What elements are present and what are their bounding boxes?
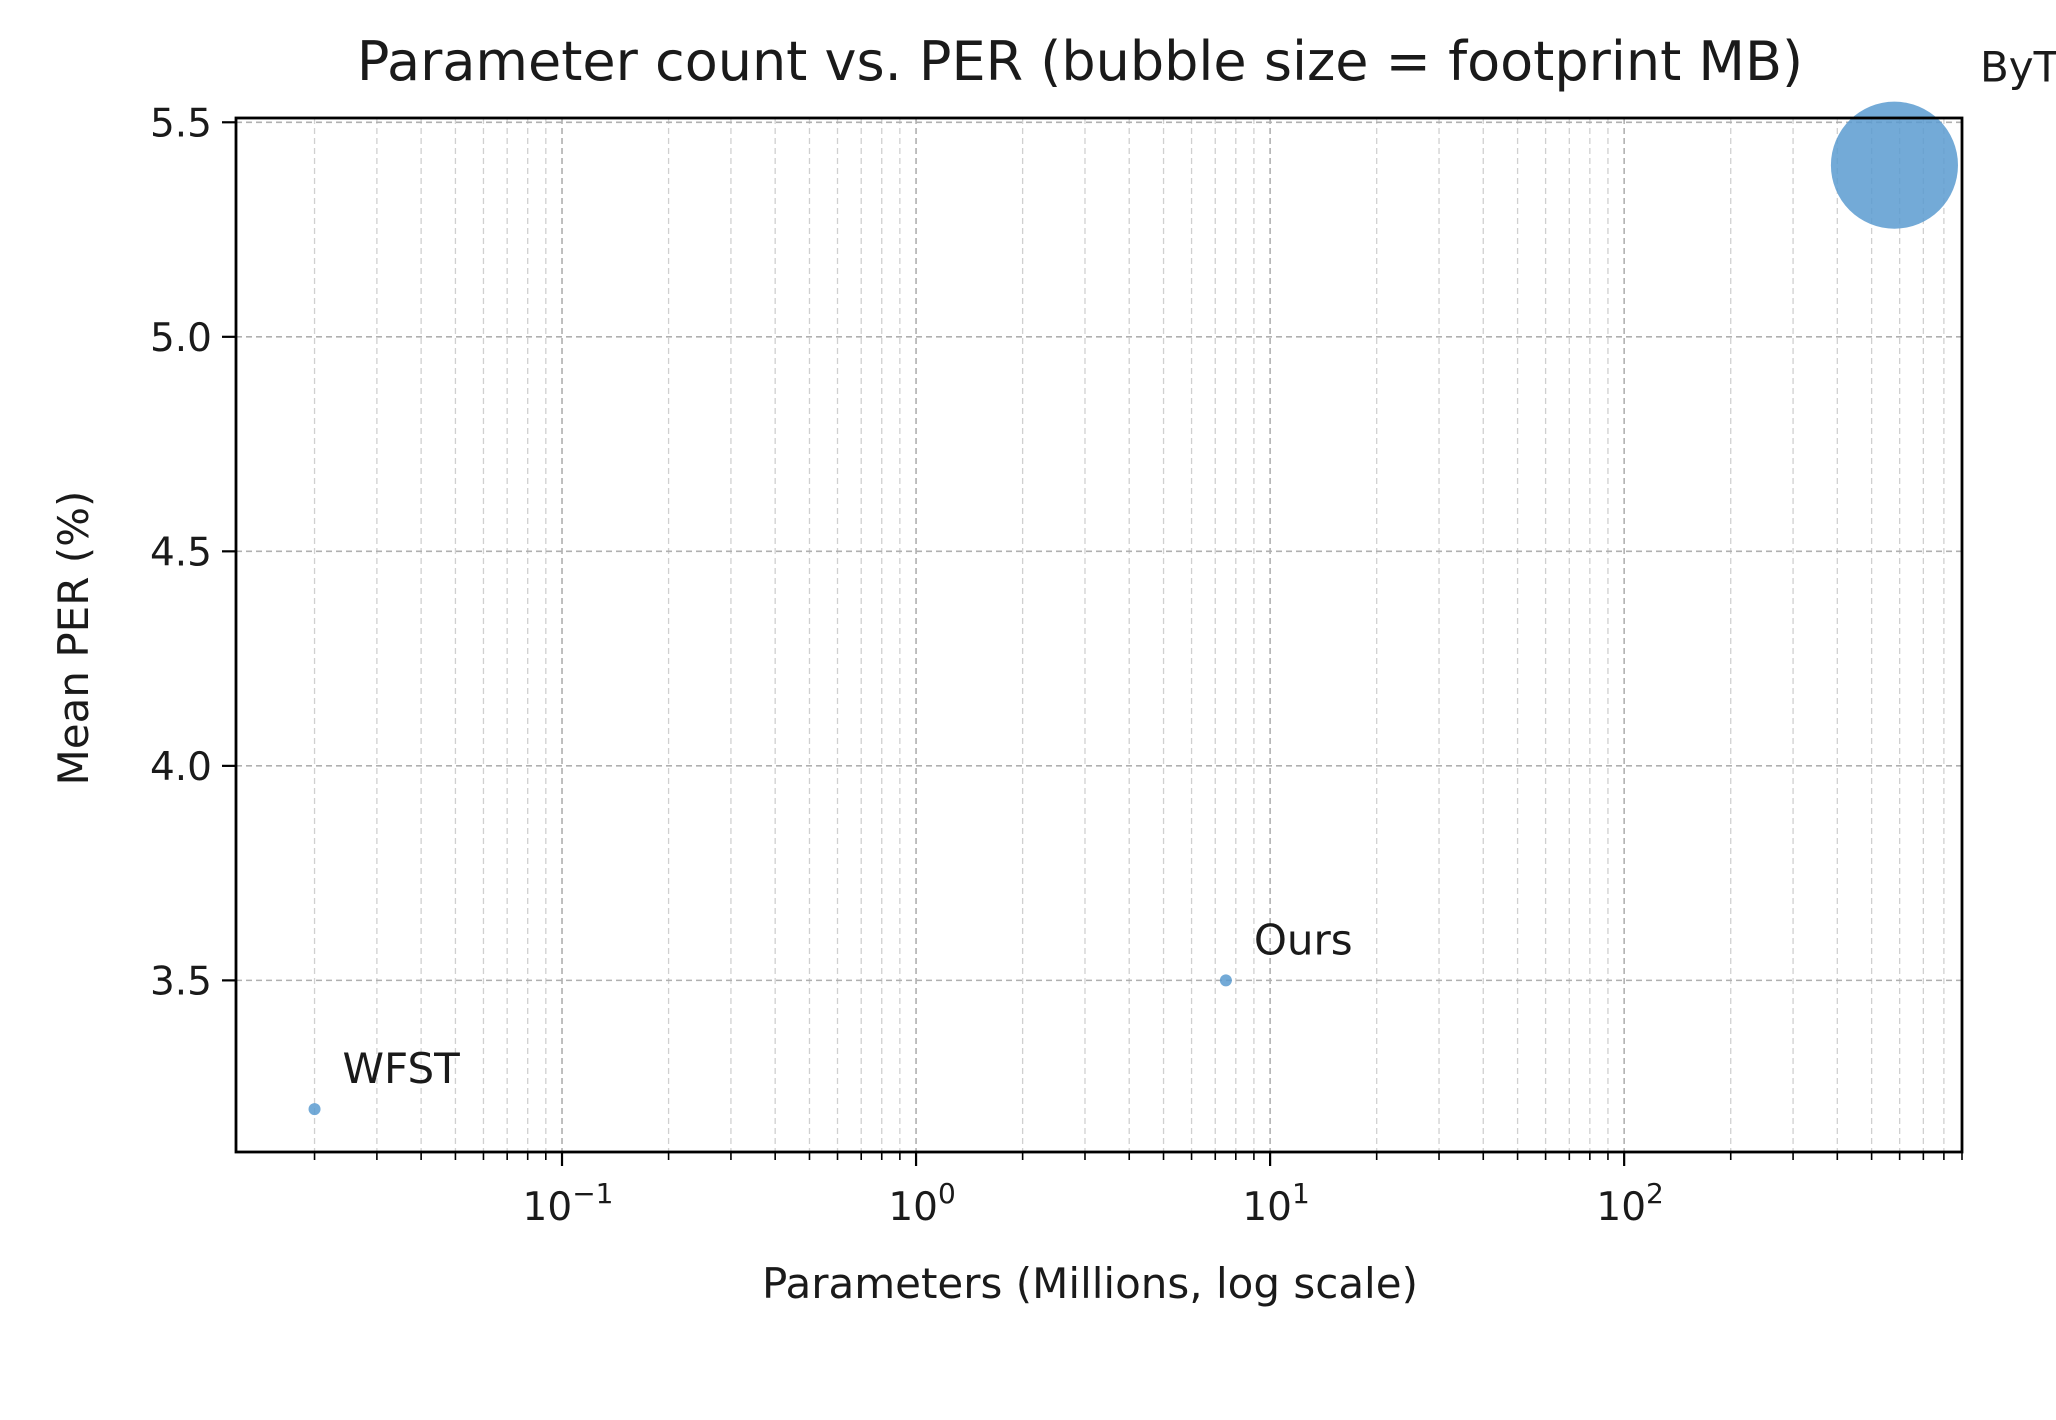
- y-tick-label: 3.5: [150, 959, 212, 1004]
- x-axis-label: Parameters (Millions, log scale): [762, 1259, 1418, 1308]
- bubble-wfst: [308, 1103, 321, 1116]
- x-tick-label: 100: [888, 1177, 955, 1230]
- y-tick-label: 4.5: [150, 530, 212, 575]
- data-points: WFST Ours ByT5: [308, 43, 2056, 1116]
- plot-frame: [234, 116, 1964, 1154]
- x-tick-label: 101: [1242, 1177, 1309, 1230]
- bubble-byt5: [1830, 101, 1958, 229]
- y-axis-label: Mean PER (%): [49, 491, 98, 786]
- x-tick-label: 102: [1596, 1177, 1663, 1230]
- bubble-ours: [1219, 974, 1232, 987]
- chart-title: Parameter count vs. PER (bubble size = f…: [357, 30, 1803, 93]
- y-tick-label: 5.5: [150, 101, 212, 146]
- y-tick-label: 5.0: [150, 316, 212, 361]
- bubble-label-ours: Ours: [1254, 915, 1353, 964]
- grid-lines: [236, 118, 1963, 1152]
- bubble-label-byt5: ByT5: [1980, 43, 2056, 92]
- axis-ticks: 10−1 100 101 102 3.5 4.0 4.5 5.0 5.5: [150, 101, 1963, 1230]
- x-tick-label: 10−1: [523, 1177, 614, 1230]
- y-tick-label: 4.0: [150, 745, 212, 790]
- bubble-label-wfst: WFST: [343, 1044, 461, 1093]
